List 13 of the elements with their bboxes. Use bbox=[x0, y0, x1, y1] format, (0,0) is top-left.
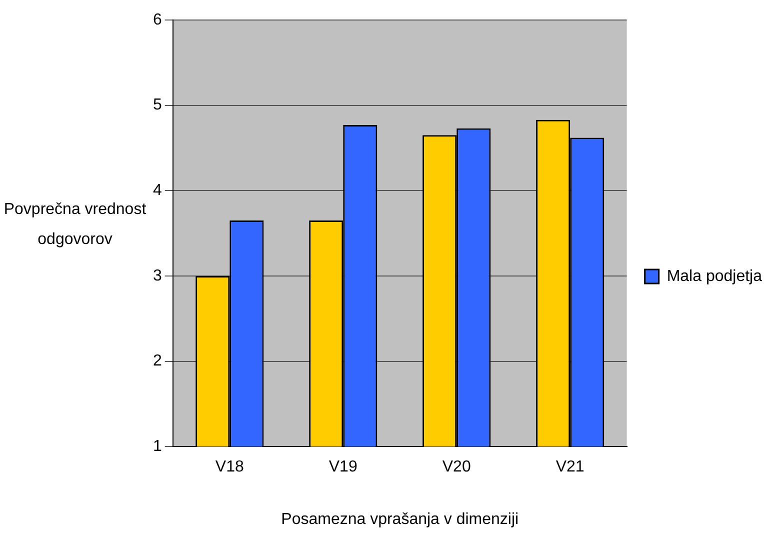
x-tick-label: V18 bbox=[215, 458, 244, 476]
legend-label: Mala podjetja bbox=[666, 268, 762, 285]
y-tick-label: 4 bbox=[152, 182, 162, 200]
x-axis-title: Posamezna vprašanja v dimenziji bbox=[281, 510, 519, 528]
x-tick-label: V19 bbox=[328, 458, 358, 476]
x-tick-label: V20 bbox=[442, 458, 471, 476]
y-axis-title: Povprečna vrednost odgovorov bbox=[2, 200, 148, 250]
y-tick-label: 3 bbox=[152, 267, 162, 284]
y-tick-label: 2 bbox=[152, 352, 162, 370]
y-tick-label: 1 bbox=[152, 438, 162, 456]
y-tick-label: 5 bbox=[152, 96, 162, 114]
y-tick-label: 6 bbox=[152, 11, 162, 28]
x-tick-label: V21 bbox=[556, 458, 584, 476]
